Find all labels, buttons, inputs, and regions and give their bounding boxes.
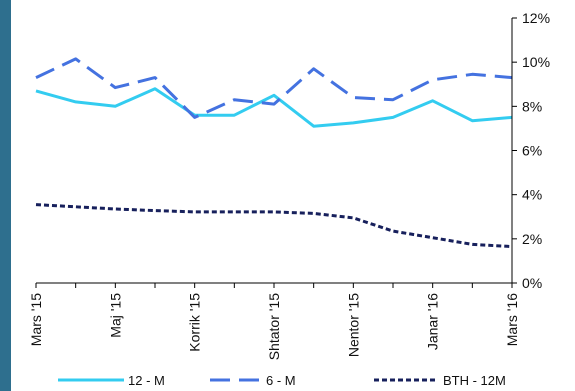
y-tick-label: 0% [522, 275, 542, 291]
legend-label: 12 - M [128, 373, 165, 388]
series-line [35, 87, 513, 128]
series-line [35, 203, 513, 249]
plot-lines [35, 57, 513, 249]
y-tick-label: 2% [522, 231, 542, 247]
y-tick-label: 4% [522, 187, 542, 203]
x-tick-label: Mars '15 [28, 293, 44, 346]
x-tick-label: Korrik '15 [187, 293, 203, 352]
y-tick-label: 12% [522, 10, 550, 26]
x-tick-label: Janar '16 [425, 293, 441, 350]
x-ticks: Mars '15 Maj '15 Korrik '15 Shtator '15 Nent… [28, 283, 520, 360]
legend-label: BTH - 12M [443, 373, 506, 388]
left-accent-bar [0, 0, 11, 391]
x-tick-label: Shtator '15 [266, 293, 282, 360]
y-ticks: 0% 2% 4% 6% 8% 10% 12% [512, 10, 550, 291]
x-tick-label: Mars '16 [504, 293, 520, 346]
y-tick-label: 8% [522, 98, 542, 114]
legend: 12 - M 6 - M BTH - 12M [58, 373, 506, 388]
series-line [35, 57, 513, 119]
y-tick-label: 10% [522, 54, 550, 70]
y-tick-label: 6% [522, 143, 542, 159]
legend-label: 6 - M [266, 373, 296, 388]
x-tick-label: Maj '15 [107, 293, 123, 338]
x-tick-label: Nentor '15 [345, 293, 361, 357]
